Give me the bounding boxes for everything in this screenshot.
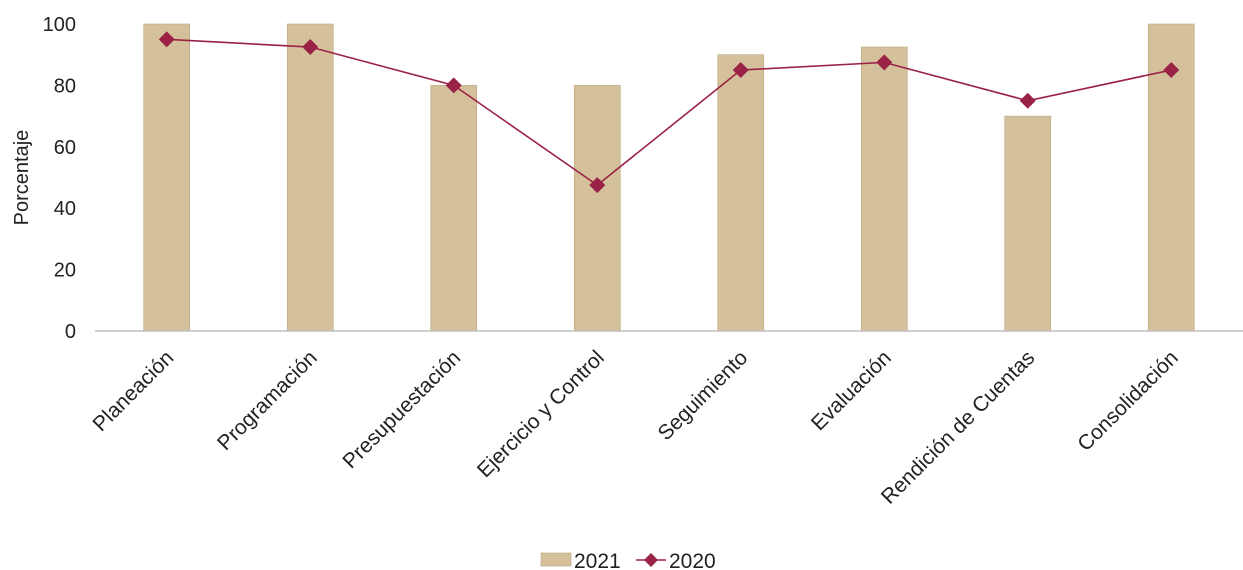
bar [1004,115,1052,332]
data-point [876,54,893,71]
data-point [445,77,462,94]
data-point [732,62,749,79]
category-label: Ejercicio y Control [473,346,609,482]
y-tick-label: 80 [54,75,76,97]
category-label: Planeación [89,346,179,436]
series-line-2020 [166,38,1172,187]
legend: 2021 2020 [540,550,716,570]
y-tick-label: 100 [43,14,76,36]
legend-marker-2020 [644,553,658,567]
data-point [589,177,606,194]
y-tick-label: 20 [54,260,76,282]
category-labels: Planeación Programación Presupuestación Eje… [89,346,1183,508]
bars [143,23,1195,332]
category-label: Evaluación [807,346,896,435]
category-label: Seguimiento [653,346,752,445]
data-point [1019,92,1036,109]
legend-swatch-2021 [540,552,572,567]
bar [143,23,191,332]
category-label: Presupuestación [338,346,465,473]
category-label: Consolidación [1073,346,1183,456]
bar [286,23,334,332]
y-axis: 0 20 40 60 80 100 [43,14,76,343]
bar [860,46,908,332]
y-axis-title: Porcentaje [11,130,33,226]
category-label: Programación [213,346,322,455]
category-label: Rendición de Cuentas [877,346,1039,508]
data-point [158,31,175,48]
line-series [158,31,1180,194]
y-tick-label: 40 [54,198,76,220]
bar [717,54,765,332]
data-point [1163,62,1180,79]
bar [573,85,621,332]
y-tick-label: 60 [54,137,76,159]
y-tick-label: 0 [65,321,76,343]
bar [430,85,478,332]
data-point [302,39,319,56]
legend-label-2020: 2020 [669,550,716,570]
legend-label-2021: 2021 [574,550,621,570]
